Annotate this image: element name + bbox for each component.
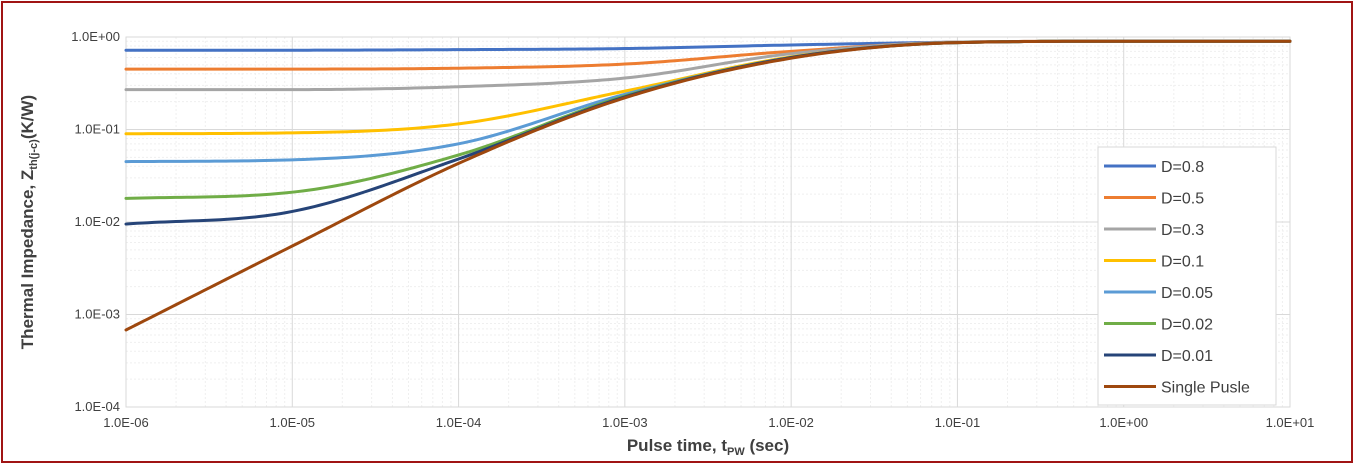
series-line-d-0-3 [124, 39, 1292, 92]
x-axis-label-main: Pulse time, t [627, 436, 727, 455]
x-tick-label: 1.0E-01 [935, 415, 981, 430]
x-tick-label: 1.0E-06 [103, 415, 149, 430]
y-tick-label: 1.0E+00 [71, 29, 120, 44]
legend-label-d-0-3: D=0.3 [1161, 222, 1204, 239]
y-axis-label-main: Thermal Impedance, Z [18, 170, 37, 350]
y-axis-ticks: 1.0E-04 1.0E-03 1.0E-02 1.0E-01 1.0E+00 [71, 29, 120, 414]
x-axis-ticks: 1.0E-06 1.0E-05 1.0E-04 1.0E-03 1.0E-02 1.0E-… [103, 415, 1314, 430]
y-tick-label: 1.0E-03 [74, 307, 120, 322]
legend: D=0.8 D=0.5 D=0.3 D=0.1 D=0.05 D=0.02 D=0.01 Si… [1097, 146, 1277, 406]
legend-label-d-0-1: D=0.1 [1161, 254, 1204, 271]
legend-label-d-0-5: D=0.5 [1161, 191, 1204, 208]
y-tick-label: 1.0E-04 [74, 399, 120, 414]
legend-label-single-pusle: Single Pusle [1161, 380, 1250, 397]
x-tick-label: 1.0E-03 [602, 415, 648, 430]
x-axis-label-subscript: PW [727, 446, 745, 458]
x-axis-label: Pulse time, tPW (sec) [627, 436, 789, 458]
y-tick-label: 1.0E-02 [74, 214, 120, 229]
series-lines [124, 39, 1292, 332]
x-tick-label: 1.0E+01 [1266, 415, 1315, 430]
y-axis-label-unit: (K/W) [18, 95, 37, 139]
plot-area-border [125, 36, 1291, 408]
x-tick-label: 1.0E-02 [768, 415, 814, 430]
y-tick-label: 1.0E-01 [74, 122, 120, 137]
legend-label-d-0-01: D=0.01 [1161, 348, 1213, 365]
series-line-single-pusle [124, 39, 1292, 332]
y-axis-label-subscript: th(j-c) [28, 139, 40, 170]
x-axis-label-unit: (sec) [745, 436, 789, 455]
y-axis-label: Thermal Impedance, Zth(j-c)(K/W) [18, 95, 40, 349]
x-tick-label: 1.0E-05 [270, 415, 316, 430]
thermal-impedance-chart: 1.0E-06 1.0E-05 1.0E-04 1.0E-03 1.0E-02 1.0E-… [18, 29, 1314, 458]
series-line-d-0-1 [124, 39, 1292, 136]
y-axis-label-group: Thermal Impedance, Zth(j-c)(K/W) [18, 95, 40, 349]
x-tick-label: 1.0E-04 [436, 415, 482, 430]
legend-label-d-0-8: D=0.8 [1161, 159, 1204, 176]
x-tick-label: 1.0E+00 [1099, 415, 1148, 430]
legend-label-d-0-05: D=0.05 [1161, 285, 1213, 302]
legend-label-d-0-02: D=0.02 [1161, 317, 1213, 334]
legend-box [1097, 146, 1277, 406]
